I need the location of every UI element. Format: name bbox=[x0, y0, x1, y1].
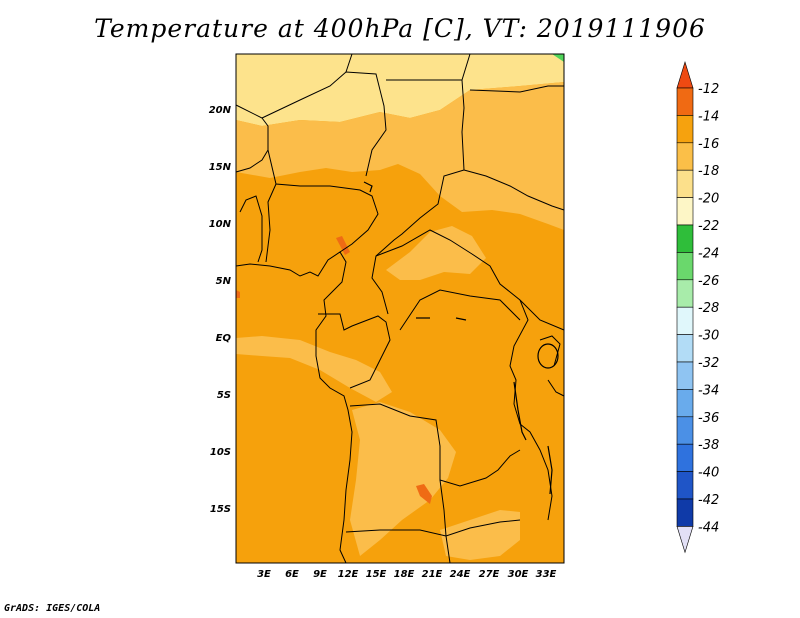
border-east-2 bbox=[539, 335, 561, 367]
colorbar-box bbox=[676, 334, 694, 363]
border-egypt bbox=[469, 85, 564, 93]
border-west-small bbox=[239, 195, 263, 263]
patch-warm-1 bbox=[336, 236, 350, 255]
colorbar-label: -18 bbox=[698, 164, 719, 179]
colorbar-label: -36 bbox=[698, 411, 719, 426]
border-sudan bbox=[463, 169, 565, 211]
colorbar-box bbox=[676, 443, 694, 472]
colorbar-label: -24 bbox=[698, 246, 719, 261]
colorbar-box bbox=[676, 169, 694, 198]
lat-label: 5S bbox=[217, 390, 231, 401]
lat-label: 10N bbox=[209, 219, 232, 230]
lon-label: 33E bbox=[536, 569, 557, 580]
colorbar-label: -42 bbox=[698, 493, 719, 508]
borders bbox=[235, 53, 565, 564]
colorbar-label: -40 bbox=[698, 466, 719, 481]
border-congo-1 bbox=[318, 313, 391, 389]
lon-label: 6E bbox=[285, 569, 299, 580]
band-mid-north bbox=[236, 82, 564, 230]
colorbar-box bbox=[676, 197, 694, 226]
lon-label: 30E bbox=[508, 569, 529, 580]
colorbar-box bbox=[676, 142, 694, 171]
lake-victoria bbox=[537, 343, 559, 369]
coastline-gulf bbox=[235, 251, 353, 564]
lat-label: EQ bbox=[216, 333, 232, 344]
lat-label: 5N bbox=[216, 276, 232, 287]
border-nigeria bbox=[267, 149, 379, 253]
colorbar-label: -28 bbox=[698, 301, 719, 316]
colorbar-bottom-arrow bbox=[676, 526, 694, 554]
lon-label: 15E bbox=[366, 569, 387, 580]
colorbar-box bbox=[676, 115, 694, 144]
lake-tanganyika bbox=[513, 381, 527, 441]
colorbar-box bbox=[676, 471, 694, 500]
map-frame bbox=[235, 53, 565, 564]
border-congo-2 bbox=[399, 289, 521, 331]
border-car-south bbox=[375, 229, 565, 331]
border-zambia bbox=[439, 479, 451, 564]
lat-label: 15N bbox=[209, 162, 232, 173]
colorbar-label: -32 bbox=[698, 356, 719, 371]
lon-label: 27E bbox=[479, 569, 500, 580]
colorbar: -12 -14 -16 -18 -20 -22 -24 -26 -28 -30 -32 -34 -36 -… bbox=[676, 60, 719, 554]
grads-credit: GrADS: IGES/COLA bbox=[4, 603, 101, 614]
border-north-4 bbox=[371, 79, 465, 315]
colorbar-top-arrow bbox=[676, 60, 694, 89]
colorbar-label: -14 bbox=[698, 109, 719, 124]
lakes bbox=[363, 181, 559, 495]
lon-label: 18E bbox=[394, 569, 415, 580]
lat-label: 20N bbox=[209, 105, 232, 116]
patch-warm-3 bbox=[416, 484, 432, 504]
colorbar-box bbox=[676, 416, 694, 445]
lon-label: 24E bbox=[450, 569, 471, 580]
lon-label: 21E bbox=[422, 569, 443, 580]
border-north-1 bbox=[261, 71, 387, 177]
colorbar-box bbox=[676, 279, 694, 308]
lat-label: 10S bbox=[210, 447, 231, 458]
band-light-north bbox=[236, 54, 564, 126]
colorbar-box bbox=[676, 389, 694, 418]
colorbar-label: -30 bbox=[698, 329, 719, 344]
colorbar-box bbox=[676, 224, 694, 253]
colorbar-box bbox=[676, 498, 694, 527]
lake-chad bbox=[363, 181, 373, 193]
border-nigeria-w bbox=[265, 183, 277, 263]
border-drc-east bbox=[509, 299, 553, 521]
colorbar-label: -34 bbox=[698, 383, 719, 398]
lat-label: 15S bbox=[210, 504, 231, 515]
band-mid-central bbox=[386, 226, 486, 280]
colorbar-label: -26 bbox=[698, 274, 719, 289]
colorbar-label: -12 bbox=[698, 82, 719, 97]
colorbar-label: -20 bbox=[698, 192, 719, 207]
lon-label: 12E bbox=[338, 569, 359, 580]
colorbar-label: -44 bbox=[698, 520, 719, 535]
lake-malawi bbox=[547, 445, 553, 495]
band-mid-west bbox=[236, 336, 392, 402]
colorbar-label: -22 bbox=[698, 219, 719, 234]
band-mid-south bbox=[350, 402, 456, 556]
lon-label: 3E bbox=[257, 569, 271, 580]
patch-warm-2 bbox=[236, 290, 240, 298]
colorbar-label: -38 bbox=[698, 438, 719, 453]
map-panel bbox=[235, 53, 565, 564]
lon-label: 9E bbox=[313, 569, 327, 580]
colorbar-box bbox=[676, 252, 694, 281]
colorbar-box bbox=[676, 87, 694, 116]
colorbar-box bbox=[676, 361, 694, 390]
chart-title: Temperature at 400hPa [C], VT: 201911190… bbox=[94, 14, 706, 43]
border-east-1 bbox=[547, 379, 565, 397]
lat-axis: 20N 15N 10N 5N EQ 5S 10S 15S bbox=[209, 105, 232, 515]
border-north-2 bbox=[345, 53, 353, 73]
colorbar-label: -16 bbox=[698, 137, 719, 152]
patch-cold-ne bbox=[552, 54, 564, 62]
colorbar-box bbox=[676, 306, 694, 335]
lake-small-2 bbox=[455, 317, 467, 321]
lon-axis: 3E 6E 9E 12E 15E 18E 21E 24E 27E 30E 33E bbox=[257, 569, 556, 580]
